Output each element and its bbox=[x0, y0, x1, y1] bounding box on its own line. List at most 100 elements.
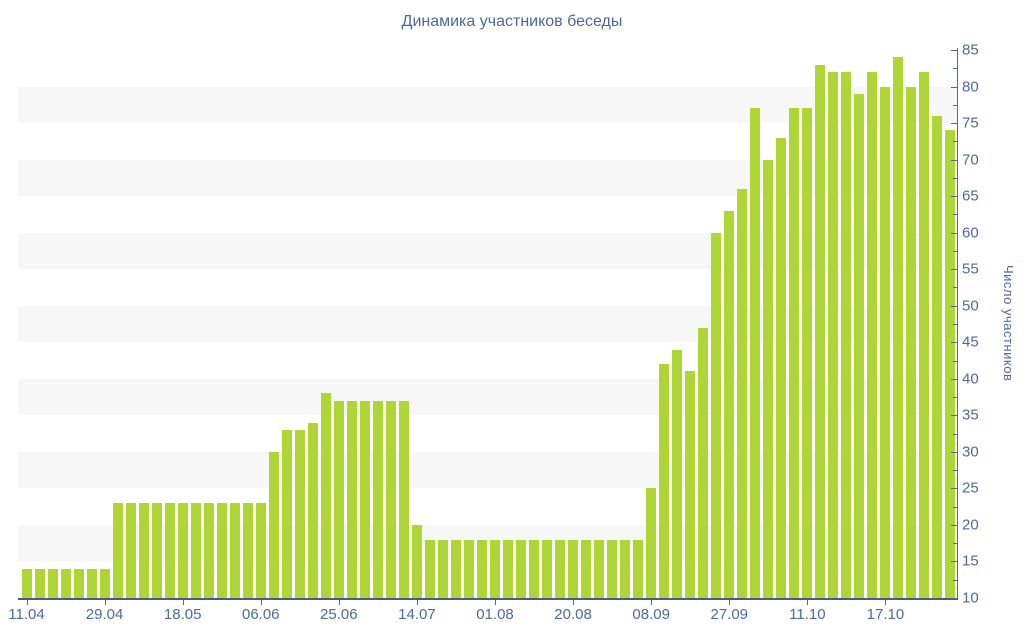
bar[interactable] bbox=[711, 232, 722, 598]
bar[interactable] bbox=[763, 159, 774, 598]
bar[interactable] bbox=[802, 108, 813, 598]
bar[interactable] bbox=[633, 539, 644, 598]
y-axis-tick bbox=[951, 598, 957, 599]
bar[interactable] bbox=[919, 71, 930, 598]
y-axis-tick bbox=[951, 378, 957, 380]
bar[interactable] bbox=[34, 568, 45, 598]
bar[interactable] bbox=[841, 71, 852, 598]
bar[interactable] bbox=[945, 130, 956, 598]
bar[interactable] bbox=[359, 400, 370, 598]
x-axis-tick bbox=[573, 600, 575, 605]
bar[interactable] bbox=[490, 539, 500, 598]
bar[interactable] bbox=[268, 451, 279, 598]
bar[interactable] bbox=[346, 400, 357, 598]
bar[interactable] bbox=[555, 539, 566, 598]
bar[interactable] bbox=[294, 429, 305, 598]
y-axis-label: 50 bbox=[962, 297, 979, 315]
bar[interactable] bbox=[893, 57, 904, 598]
bar[interactable] bbox=[476, 539, 487, 598]
bar[interactable] bbox=[372, 400, 383, 598]
bar[interactable] bbox=[880, 86, 891, 598]
bar[interactable] bbox=[424, 539, 435, 598]
bar[interactable] bbox=[776, 137, 787, 598]
bar[interactable] bbox=[281, 429, 292, 598]
grid-band bbox=[18, 451, 957, 489]
bar[interactable] bbox=[216, 503, 227, 598]
bar[interactable] bbox=[737, 188, 748, 598]
y-axis-label: 25 bbox=[962, 479, 979, 497]
y-axis-tick bbox=[951, 524, 957, 526]
bar[interactable] bbox=[450, 539, 461, 598]
bar[interactable] bbox=[867, 71, 878, 598]
x-axis-label: 08.09 bbox=[632, 606, 670, 623]
bar[interactable] bbox=[672, 349, 683, 598]
y-axis-label: 80 bbox=[962, 78, 979, 96]
y-axis-label: 55 bbox=[962, 260, 979, 278]
bar[interactable] bbox=[828, 71, 839, 598]
bar[interactable] bbox=[516, 539, 527, 598]
bar[interactable] bbox=[503, 539, 514, 598]
y-axis-minor-tick bbox=[953, 68, 957, 70]
y-axis-label: 70 bbox=[962, 151, 979, 169]
x-axis-tick bbox=[104, 600, 106, 605]
y-axis-label: 85 bbox=[962, 41, 979, 59]
bar[interactable] bbox=[698, 327, 709, 598]
bar[interactable] bbox=[398, 400, 409, 598]
bar[interactable] bbox=[333, 400, 344, 598]
bar[interactable] bbox=[529, 539, 540, 598]
bar[interactable] bbox=[607, 539, 618, 598]
bar[interactable] bbox=[138, 503, 149, 598]
bar[interactable] bbox=[112, 503, 123, 598]
bar[interactable] bbox=[164, 503, 175, 598]
bar[interactable] bbox=[581, 539, 592, 598]
bar[interactable] bbox=[568, 539, 579, 598]
x-axis-tick bbox=[260, 600, 262, 605]
bar[interactable] bbox=[47, 568, 58, 598]
x-axis-tick bbox=[338, 600, 340, 605]
bar[interactable] bbox=[437, 539, 448, 598]
y-axis-label: 60 bbox=[962, 224, 979, 242]
bar[interactable] bbox=[385, 400, 396, 598]
bar[interactable] bbox=[646, 488, 657, 598]
bar[interactable] bbox=[789, 108, 800, 598]
bar[interactable] bbox=[255, 503, 266, 598]
x-axis-label: 11.10 bbox=[789, 606, 826, 623]
bar[interactable] bbox=[463, 539, 474, 598]
bar[interactable] bbox=[932, 115, 943, 598]
bar[interactable] bbox=[320, 393, 331, 598]
bar[interactable] bbox=[229, 503, 240, 598]
bar[interactable] bbox=[542, 539, 553, 598]
bar[interactable] bbox=[190, 503, 201, 598]
bar[interactable] bbox=[21, 568, 32, 598]
bar[interactable] bbox=[86, 568, 97, 598]
bar[interactable] bbox=[854, 93, 865, 598]
bar[interactable] bbox=[815, 64, 826, 598]
bar[interactable] bbox=[906, 86, 917, 598]
bar[interactable] bbox=[203, 503, 214, 598]
bar[interactable] bbox=[151, 503, 162, 598]
bar[interactable] bbox=[685, 371, 696, 598]
bar[interactable] bbox=[659, 364, 670, 598]
y-axis-minor-tick bbox=[953, 579, 957, 581]
y-axis-tick bbox=[951, 269, 957, 271]
bar[interactable] bbox=[620, 539, 631, 598]
grid-band bbox=[18, 86, 957, 124]
bar[interactable] bbox=[60, 568, 71, 598]
y-axis-label: 15 bbox=[962, 552, 979, 570]
bar[interactable] bbox=[307, 422, 318, 598]
bar[interactable] bbox=[177, 503, 188, 598]
bar[interactable] bbox=[750, 108, 761, 598]
y-axis-tick bbox=[951, 342, 957, 344]
bar[interactable] bbox=[125, 503, 136, 598]
y-axis-label: 30 bbox=[962, 443, 979, 461]
bar[interactable] bbox=[242, 503, 253, 598]
bar[interactable] bbox=[73, 568, 84, 598]
y-axis-tick bbox=[951, 196, 957, 198]
bar[interactable] bbox=[724, 210, 735, 598]
y-axis-tick bbox=[951, 232, 957, 234]
bar[interactable] bbox=[411, 524, 422, 598]
bar[interactable] bbox=[594, 539, 605, 598]
x-axis-tick bbox=[729, 600, 731, 605]
bar[interactable] bbox=[99, 568, 110, 598]
